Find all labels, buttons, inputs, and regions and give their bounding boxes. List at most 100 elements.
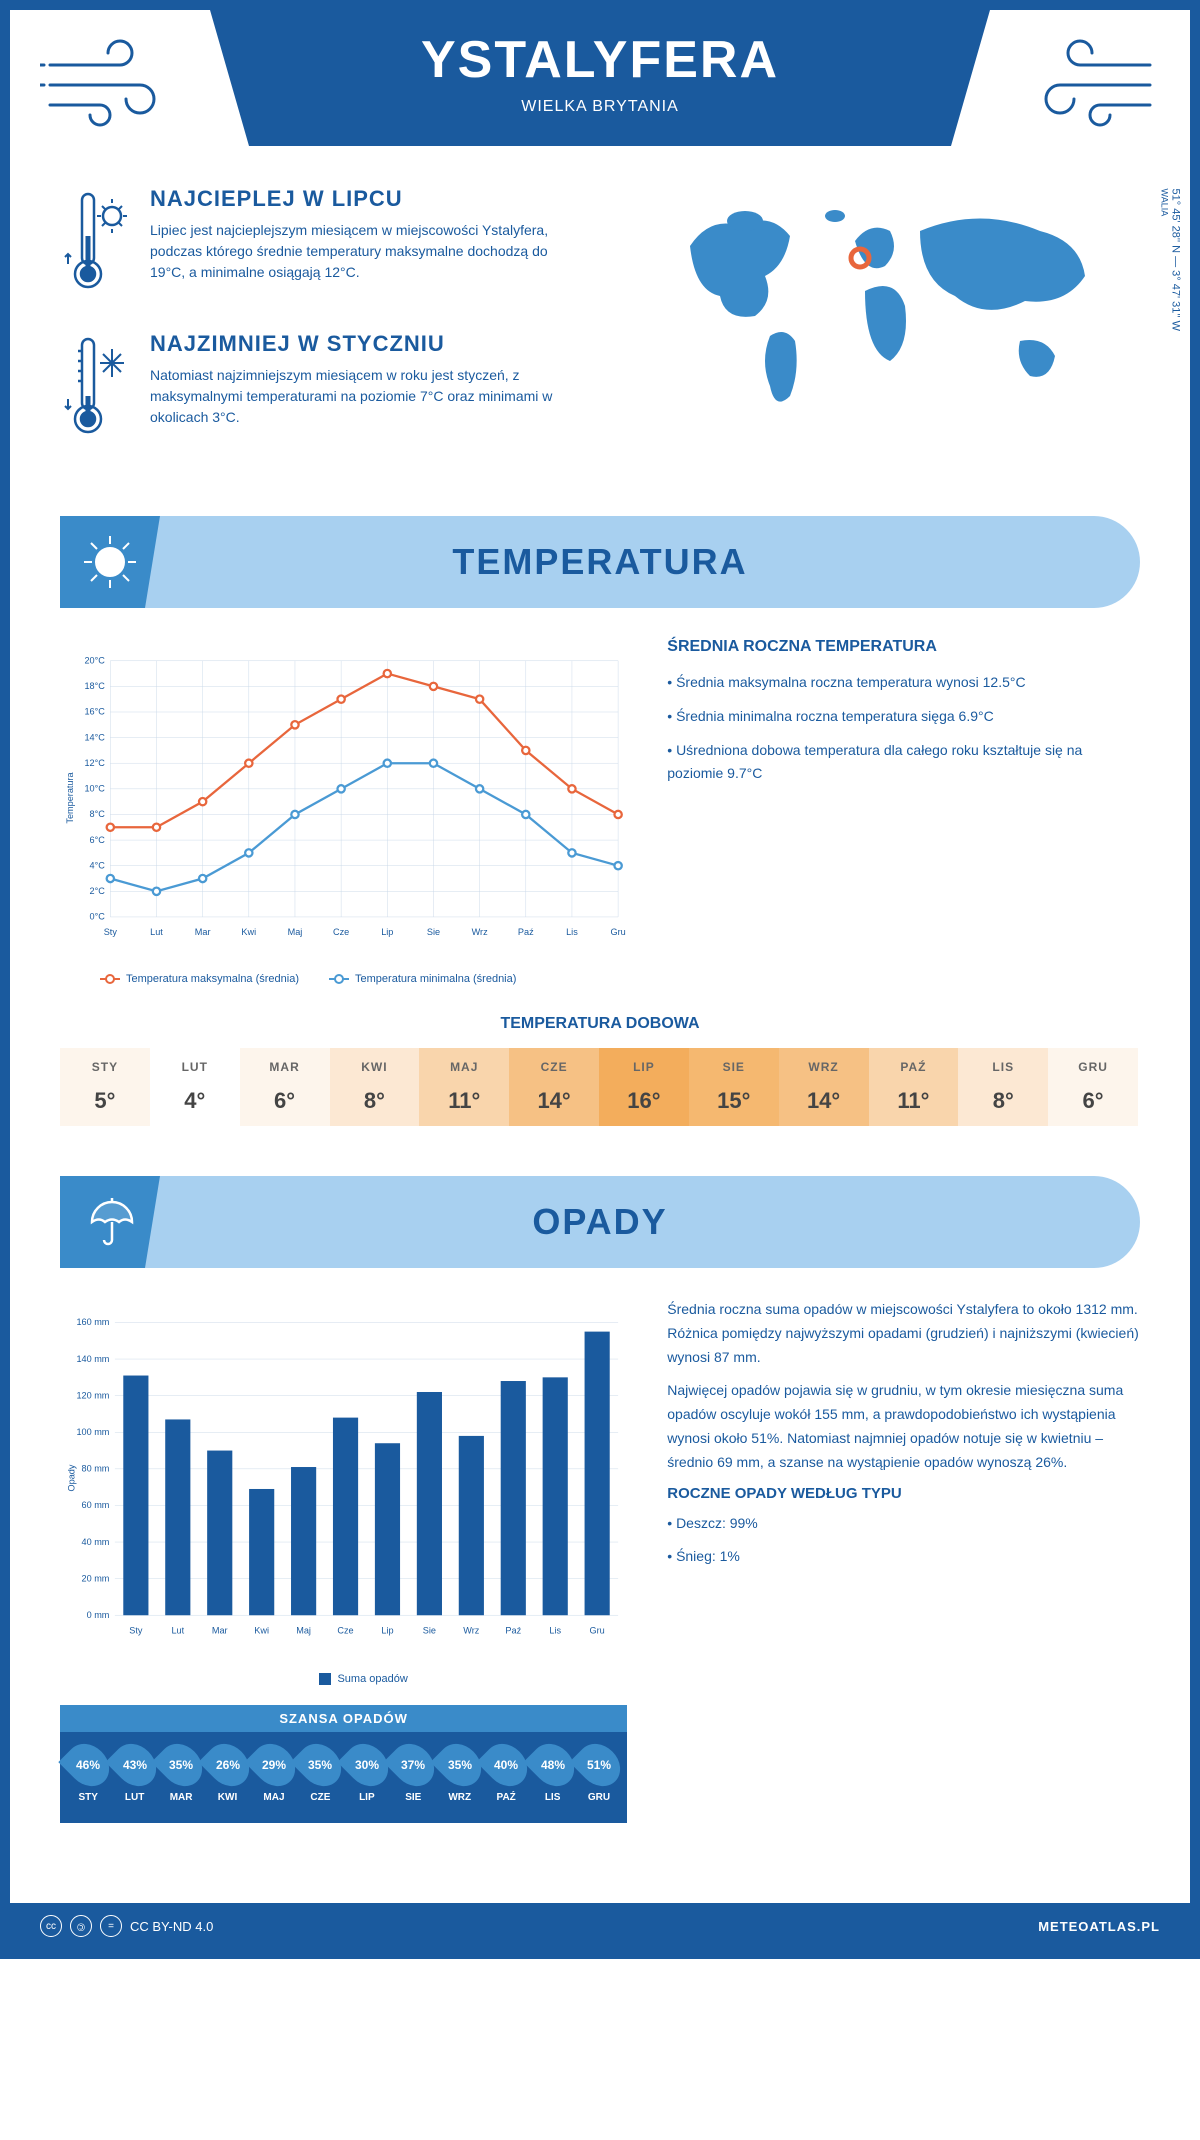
svg-text:Cze: Cze — [337, 1626, 353, 1636]
svg-text:16°C: 16°C — [84, 707, 105, 717]
svg-text:Opady: Opady — [67, 1464, 77, 1491]
svg-text:Lip: Lip — [381, 927, 393, 937]
warmest-title: NAJCIEPLEJ W LIPCU — [150, 186, 580, 212]
daily-cell: LUT4° — [150, 1048, 240, 1126]
warmest-block: NAJCIEPLEJ W LIPCU Lipiec jest najcieple… — [60, 186, 580, 301]
svg-text:18°C: 18°C — [84, 681, 105, 691]
svg-text:Gru: Gru — [590, 1626, 605, 1636]
by-icon: 🄯 — [70, 1915, 92, 1937]
svg-text:Wrz: Wrz — [463, 1626, 479, 1636]
svg-text:Lut: Lut — [150, 927, 163, 937]
coldest-text: Natomiast najzimniejszym miesiącem w rok… — [150, 365, 580, 428]
daily-cell: MAR6° — [240, 1048, 330, 1126]
license-text: CC BY-ND 4.0 — [130, 1919, 213, 1934]
svg-text:Paź: Paź — [518, 927, 534, 937]
coldest-block: NAJZIMNIEJ W STYCZNIU Natomiast najzimni… — [60, 331, 580, 446]
chance-cell: 40%PAŹ — [484, 1742, 528, 1803]
temperature-line-chart: 0°C 2°C 4°C 6°C 8°C 10°C 12°C 14°C 16°C 18°C 20°C S… — [60, 638, 627, 958]
daily-cell: LIP16° — [599, 1048, 689, 1126]
chance-cell: 43%LUT — [112, 1742, 156, 1803]
precip-heading: OPADY — [532, 1201, 667, 1243]
svg-text:2°C: 2°C — [90, 886, 106, 896]
legend-min: Temperatura minimalna (średnia) — [329, 973, 516, 985]
daily-temp-title: TEMPERATURA DOBOWA — [60, 1015, 1140, 1033]
svg-text:Lut: Lut — [171, 1626, 184, 1636]
svg-text:140 mm: 140 mm — [76, 1354, 109, 1364]
chance-cell: 35%MAR — [159, 1742, 203, 1803]
svg-text:Lis: Lis — [566, 927, 578, 937]
svg-text:40 mm: 40 mm — [82, 1537, 110, 1547]
chance-cell: 26%KWI — [205, 1742, 249, 1803]
svg-text:0°C: 0°C — [90, 912, 106, 922]
svg-text:Mar: Mar — [195, 927, 211, 937]
svg-text:6°C: 6°C — [90, 835, 106, 845]
rain-chance-title: SZANSA OPADÓW — [60, 1705, 627, 1732]
wind-icon-right — [1020, 30, 1160, 130]
svg-text:Temperatura: Temperatura — [65, 771, 75, 823]
daily-cell: KWI8° — [330, 1048, 420, 1126]
sun-icon — [60, 516, 160, 608]
temp-side-title: ŚREDNIA ROCZNA TEMPERATURA — [667, 638, 1140, 656]
chance-cell: 35%WRZ — [438, 1742, 482, 1803]
coordinates: 51° 45' 28'' N — 3° 47' 31'' W WALIA — [1159, 189, 1181, 331]
nd-icon: = — [100, 1915, 122, 1937]
svg-text:120 mm: 120 mm — [76, 1390, 109, 1400]
svg-text:Wrz: Wrz — [472, 927, 488, 937]
svg-text:Maj: Maj — [288, 927, 303, 937]
page-subtitle: WIELKA BRYTANIA — [210, 98, 990, 116]
daily-cell: PAŹ11° — [869, 1048, 959, 1126]
svg-text:Sty: Sty — [104, 927, 118, 937]
precipitation-bar-chart: 0 mm20 mm40 mm60 mm80 mm100 mm120 mm140 … — [60, 1298, 627, 1658]
wind-icon-left — [40, 30, 180, 130]
svg-text:Kwi: Kwi — [241, 927, 256, 937]
svg-text:Gru: Gru — [611, 927, 626, 937]
precip-type-title: ROCZNE OPADY WEDŁUG TYPU — [667, 1485, 1140, 1502]
daily-cell: LIS8° — [958, 1048, 1048, 1126]
daily-temp-table: STY5°LUT4°MAR6°KWI8°MAJ11°CZE14°LIP16°SI… — [60, 1048, 1140, 1126]
chance-cell: 51%GRU — [577, 1742, 621, 1803]
legend-precip: Suma opadów — [319, 1673, 407, 1685]
chance-cell: 37%SIE — [391, 1742, 435, 1803]
svg-text:12°C: 12°C — [84, 758, 105, 768]
daily-cell: MAJ11° — [419, 1048, 509, 1126]
world-map — [620, 186, 1140, 426]
chance-cell: 29%MAJ — [252, 1742, 296, 1803]
svg-text:Lip: Lip — [381, 1626, 393, 1636]
daily-cell: CZE14° — [509, 1048, 599, 1126]
svg-text:0 mm: 0 mm — [87, 1610, 110, 1620]
svg-text:Mar: Mar — [212, 1626, 228, 1636]
daily-cell: GRU6° — [1048, 1048, 1138, 1126]
svg-text:20°C: 20°C — [84, 656, 105, 666]
daily-cell: SIE15° — [689, 1048, 779, 1126]
svg-text:Sie: Sie — [423, 1626, 436, 1636]
svg-text:160 mm: 160 mm — [76, 1317, 109, 1327]
precip-para-2: Najwięcej opadów pojawia się w grudniu, … — [667, 1379, 1140, 1474]
svg-text:Sty: Sty — [129, 1626, 143, 1636]
rain-chance-box: SZANSA OPADÓW 46%STY43%LUT35%MAR26%KWI29… — [60, 1705, 627, 1823]
chance-cell: 30%LIP — [345, 1742, 389, 1803]
temp-side-list: Średnia maksymalna roczna temperatura wy… — [667, 671, 1140, 786]
brand-text: METEOATLAS.PL — [1038, 1919, 1160, 1934]
svg-text:4°C: 4°C — [90, 860, 106, 870]
svg-text:10°C: 10°C — [84, 784, 105, 794]
thermometer-cold-icon — [60, 331, 130, 446]
precip-type-list: Deszcz: 99%Śnieg: 1% — [667, 1512, 1140, 1570]
coldest-title: NAJZIMNIEJ W STYCZNIU — [150, 331, 580, 357]
svg-text:14°C: 14°C — [84, 732, 105, 742]
legend-max: Temperatura maksymalna (średnia) — [100, 973, 299, 985]
svg-text:60 mm: 60 mm — [82, 1500, 110, 1510]
svg-text:Cze: Cze — [333, 927, 349, 937]
chance-cell: 46%STY — [66, 1742, 110, 1803]
precip-section-banner: OPADY — [60, 1176, 1140, 1268]
chance-cell: 48%LIS — [530, 1742, 574, 1803]
svg-text:20 mm: 20 mm — [82, 1573, 110, 1583]
svg-text:Paź: Paź — [505, 1626, 521, 1636]
daily-cell: STY5° — [60, 1048, 150, 1126]
daily-cell: WRZ14° — [779, 1048, 869, 1126]
chance-cell: 35%CZE — [298, 1742, 342, 1803]
svg-text:80 mm: 80 mm — [82, 1464, 110, 1474]
svg-text:8°C: 8°C — [90, 809, 106, 819]
page-title: YSTALYFERA — [210, 30, 990, 90]
cc-icon: cc — [40, 1915, 62, 1937]
temperature-section-banner: TEMPERATURA — [60, 516, 1140, 608]
